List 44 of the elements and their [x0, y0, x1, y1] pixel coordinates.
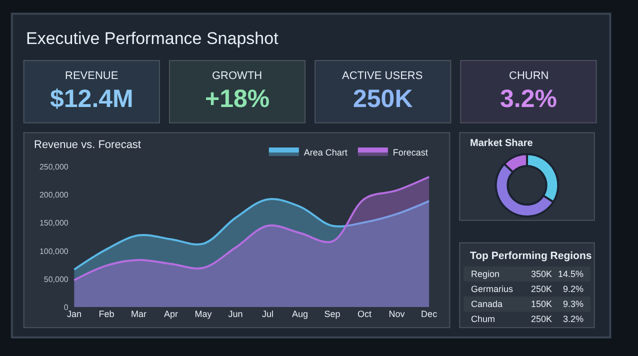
- x-tick-label: Feb: [98, 309, 114, 320]
- text: 9.2%: [563, 284, 584, 294]
- x-tick-label: Jan: [66, 309, 82, 320]
- text: +18%: [205, 85, 270, 113]
- category-label: Germarius: [471, 284, 514, 294]
- x-tick-label: Nov: [388, 309, 406, 320]
- chart-title: Revenue vs. Forecast: [34, 139, 141, 151]
- x-tick-label: Dec: [421, 309, 438, 320]
- x-tick-label: Jun: [228, 309, 243, 320]
- chart-title: Market Share: [470, 138, 534, 149]
- y-tick-label: 150,000: [39, 218, 69, 228]
- text: 350K: [531, 269, 552, 279]
- x-tick-label: Mar: [130, 309, 146, 320]
- x-tick-label: Apr: [164, 309, 178, 320]
- text: 3.2%: [500, 85, 557, 113]
- text: 250K: [353, 85, 413, 113]
- legend-label: Area Chart: [304, 148, 348, 158]
- text: Executive Performance Snapshot: [26, 29, 279, 48]
- y-tick-label: 100,000: [39, 246, 69, 256]
- text: Top Performing Regions: [470, 250, 592, 262]
- y-tick-label: 0: [64, 302, 69, 312]
- category-label: CHURN: [509, 70, 549, 82]
- text: 3.2%: [563, 314, 584, 324]
- text: 9.3%: [563, 299, 584, 309]
- text: 150K: [531, 299, 552, 309]
- category-label: REVENUE: [65, 70, 118, 82]
- y-tick-label: 50,000: [44, 274, 69, 284]
- x-tick-label: May: [194, 309, 212, 320]
- category-label: GROWTH: [212, 70, 262, 82]
- x-tick-label: Sep: [324, 309, 340, 320]
- text: $12.4M: [50, 85, 134, 113]
- x-tick-label: Oct: [358, 309, 372, 320]
- text: 250K: [531, 284, 552, 294]
- category-label: Region: [471, 269, 500, 279]
- x-tick-label: Jul: [262, 309, 274, 320]
- text: 14.5%: [558, 269, 584, 279]
- category-label: Chum: [471, 314, 496, 324]
- y-tick-label: 200,000: [39, 190, 69, 200]
- legend-label: Forecast: [392, 148, 428, 158]
- x-tick-label: Aug: [292, 309, 308, 320]
- y-tick-label: 250,000: [39, 162, 69, 172]
- text: 250K: [531, 314, 552, 324]
- category-label: Canada: [471, 299, 503, 309]
- category-label: ACTIVE USERS: [342, 70, 423, 82]
